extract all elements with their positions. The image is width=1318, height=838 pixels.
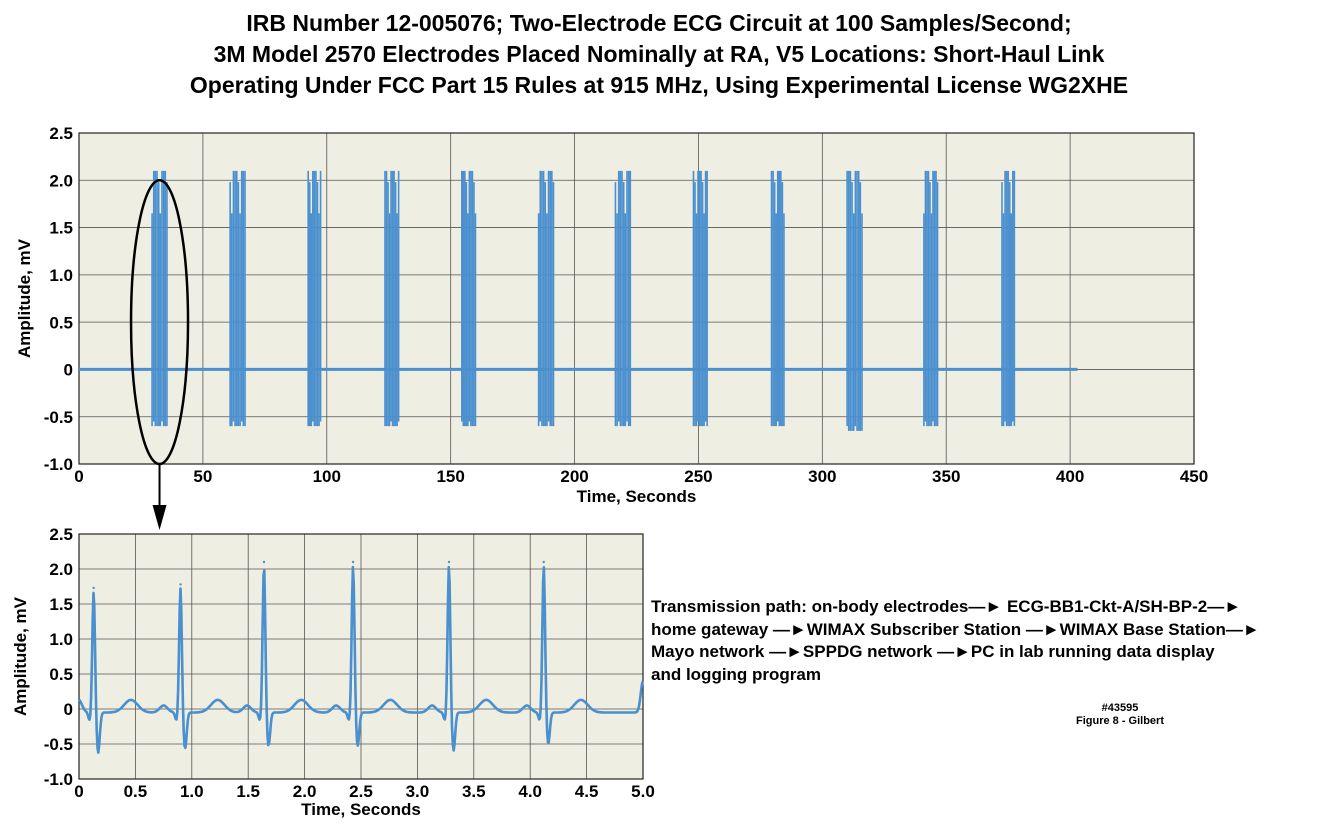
ecg-burst	[614, 170, 632, 427]
x-axis-label: Time, Seconds	[577, 487, 697, 506]
y-tick-label: 2.0	[49, 560, 73, 579]
x-tick-label: 3.0	[406, 782, 430, 801]
arrow-icon: —►	[1207, 597, 1242, 616]
trace-series	[79, 170, 1078, 431]
x-tick-label: 250	[684, 467, 712, 486]
r-peak-point	[179, 583, 182, 586]
figure-title: IRB Number 12-005076; Two-Electrode ECG …	[0, 8, 1318, 101]
overview-chart: 0 50 100 150 200 250 300 350 400 450 -1.0 -0.5 0 0.5 1…	[15, 124, 1208, 506]
x-tick-label: 2.0	[293, 782, 317, 801]
x-tick-label: 0	[74, 467, 83, 486]
title-line-3: Operating Under FCC Part 15 Rules at 915…	[189, 72, 1129, 98]
y-tick-label: 0	[64, 361, 73, 380]
ecg-burst	[1001, 170, 1016, 427]
y-tick-label: -0.5	[44, 408, 73, 427]
ecg-burst	[151, 170, 168, 427]
x-tick-label: 2.5	[349, 782, 373, 801]
r-peak-point	[542, 560, 545, 564]
y-tick-label: -1.0	[44, 770, 73, 789]
transmission-line-4: and logging program	[651, 664, 1311, 687]
ecg-burst	[384, 170, 400, 427]
ecg-burst	[692, 170, 708, 427]
x-tick-label: 350	[932, 467, 960, 486]
y-tick-label: 1.5	[49, 219, 73, 238]
ecg-trace	[78, 565, 645, 754]
transmission-path-note: Transmission path: on-body electrodes—► …	[651, 596, 1311, 686]
plot-frame	[78, 533, 644, 780]
x-axis-label: Time, Seconds	[301, 800, 421, 819]
transmission-text: WIMAX Subscriber Station	[806, 619, 1026, 639]
ecg-burst	[770, 170, 785, 427]
title-line-1: IRB Number 12-005076; Two-Electrode ECG …	[246, 10, 1072, 36]
y-tick-label: 1.0	[49, 266, 73, 285]
arrow-icon: —►	[1225, 619, 1260, 639]
transmission-text: Mayo network	[651, 642, 770, 661]
transmission-text: PC in lab running data display	[970, 642, 1215, 661]
y-tick-label: 1.0	[49, 630, 73, 649]
arrow-icon: —►	[937, 642, 971, 661]
x-tick-label: 400	[1056, 467, 1084, 486]
x-tick-label: 0	[74, 782, 83, 801]
x-tick-label: 150	[436, 467, 464, 486]
transmission-text: and logging program	[651, 664, 821, 684]
callout-arrow-head	[152, 505, 167, 530]
y-tick-label: 0.5	[49, 313, 73, 332]
arrow-icon: —►	[772, 619, 807, 639]
ecg-burst	[307, 170, 322, 427]
transmission-text: WIMAX Base Station	[1059, 619, 1226, 639]
transmission-text: home gateway	[651, 619, 773, 639]
x-tick-label: 300	[808, 467, 836, 486]
r-peak-point	[262, 560, 266, 564]
ecg-burst	[923, 170, 939, 427]
x-tick-label: 200	[560, 467, 588, 486]
x-tick-label: 0.5	[124, 782, 148, 801]
x-tick-label: 1.5	[236, 782, 260, 801]
transmission-text: ECG-BB1-Ckt-A/SH-BP-2	[1006, 597, 1208, 616]
y-tick-label: -0.5	[44, 735, 73, 754]
x-tick-label: 5.0	[631, 782, 655, 801]
zoom-callout	[152, 464, 167, 530]
figure-caption: Figure 8 - Gilbert	[1075, 715, 1164, 727]
y-tick-label: 1.5	[49, 595, 73, 614]
ecg-burst	[846, 170, 863, 431]
y-tick-label: 2.5	[49, 525, 73, 544]
r-peak-point	[92, 586, 95, 590]
title-line-2: 3M Model 2570 Electrodes Placed Nominall…	[213, 41, 1105, 67]
x-tick-label: 450	[1180, 467, 1208, 486]
transmission-text: SPPDG network	[802, 642, 938, 661]
x-tick-label: 4.5	[575, 782, 599, 801]
x-tick-label: 1.0	[180, 782, 204, 801]
r-peak-point	[447, 560, 451, 564]
detail-chart: 0 0.5 1.0 1.5 2.0 2.5 3.0 3.5 4.0 4.5 5.0 -1.0 -0.5 0…	[11, 525, 655, 819]
x-tick-label: 50	[193, 467, 212, 486]
plot-frame	[78, 132, 1195, 465]
ecg-burst	[229, 170, 246, 427]
y-tick-label: 2.0	[49, 171, 73, 190]
arrow-icon: —►	[1025, 619, 1060, 639]
trace-series	[78, 560, 645, 754]
figure-reference: #43595 Figure 8 - Gilbert	[1040, 702, 1200, 728]
y-tick-label: 2.5	[49, 124, 73, 143]
transmission-line-3: Mayo network —►SPPDG network —►PC in lab…	[651, 641, 1311, 664]
y-tick-label: -1.0	[44, 455, 73, 474]
x-tick-label: 100	[313, 467, 341, 486]
transmission-line-2: home gateway —►WIMAX Subscriber Station …	[651, 619, 1311, 642]
transmission-line-1: Transmission path: on-body electrodes—► …	[651, 596, 1311, 619]
ecg-burst	[461, 170, 477, 427]
r-peak-point	[351, 560, 355, 564]
y-tick-label: 0	[64, 700, 73, 719]
transmission-text: Transmission path: on-body electrodes	[651, 597, 969, 616]
plot-area	[79, 133, 1194, 464]
arrow-icon: —►	[769, 642, 803, 661]
arrow-icon: —►	[968, 597, 1003, 616]
figure-number: #43595	[1101, 702, 1139, 714]
x-tick-label: 3.5	[462, 782, 486, 801]
ecg-burst	[537, 170, 555, 427]
y-axis-label: Amplitude, mV	[15, 238, 34, 358]
y-axis-label: Amplitude, mV	[11, 596, 30, 716]
x-tick-label: 4.0	[518, 782, 542, 801]
y-tick-label: 0.5	[49, 665, 73, 684]
